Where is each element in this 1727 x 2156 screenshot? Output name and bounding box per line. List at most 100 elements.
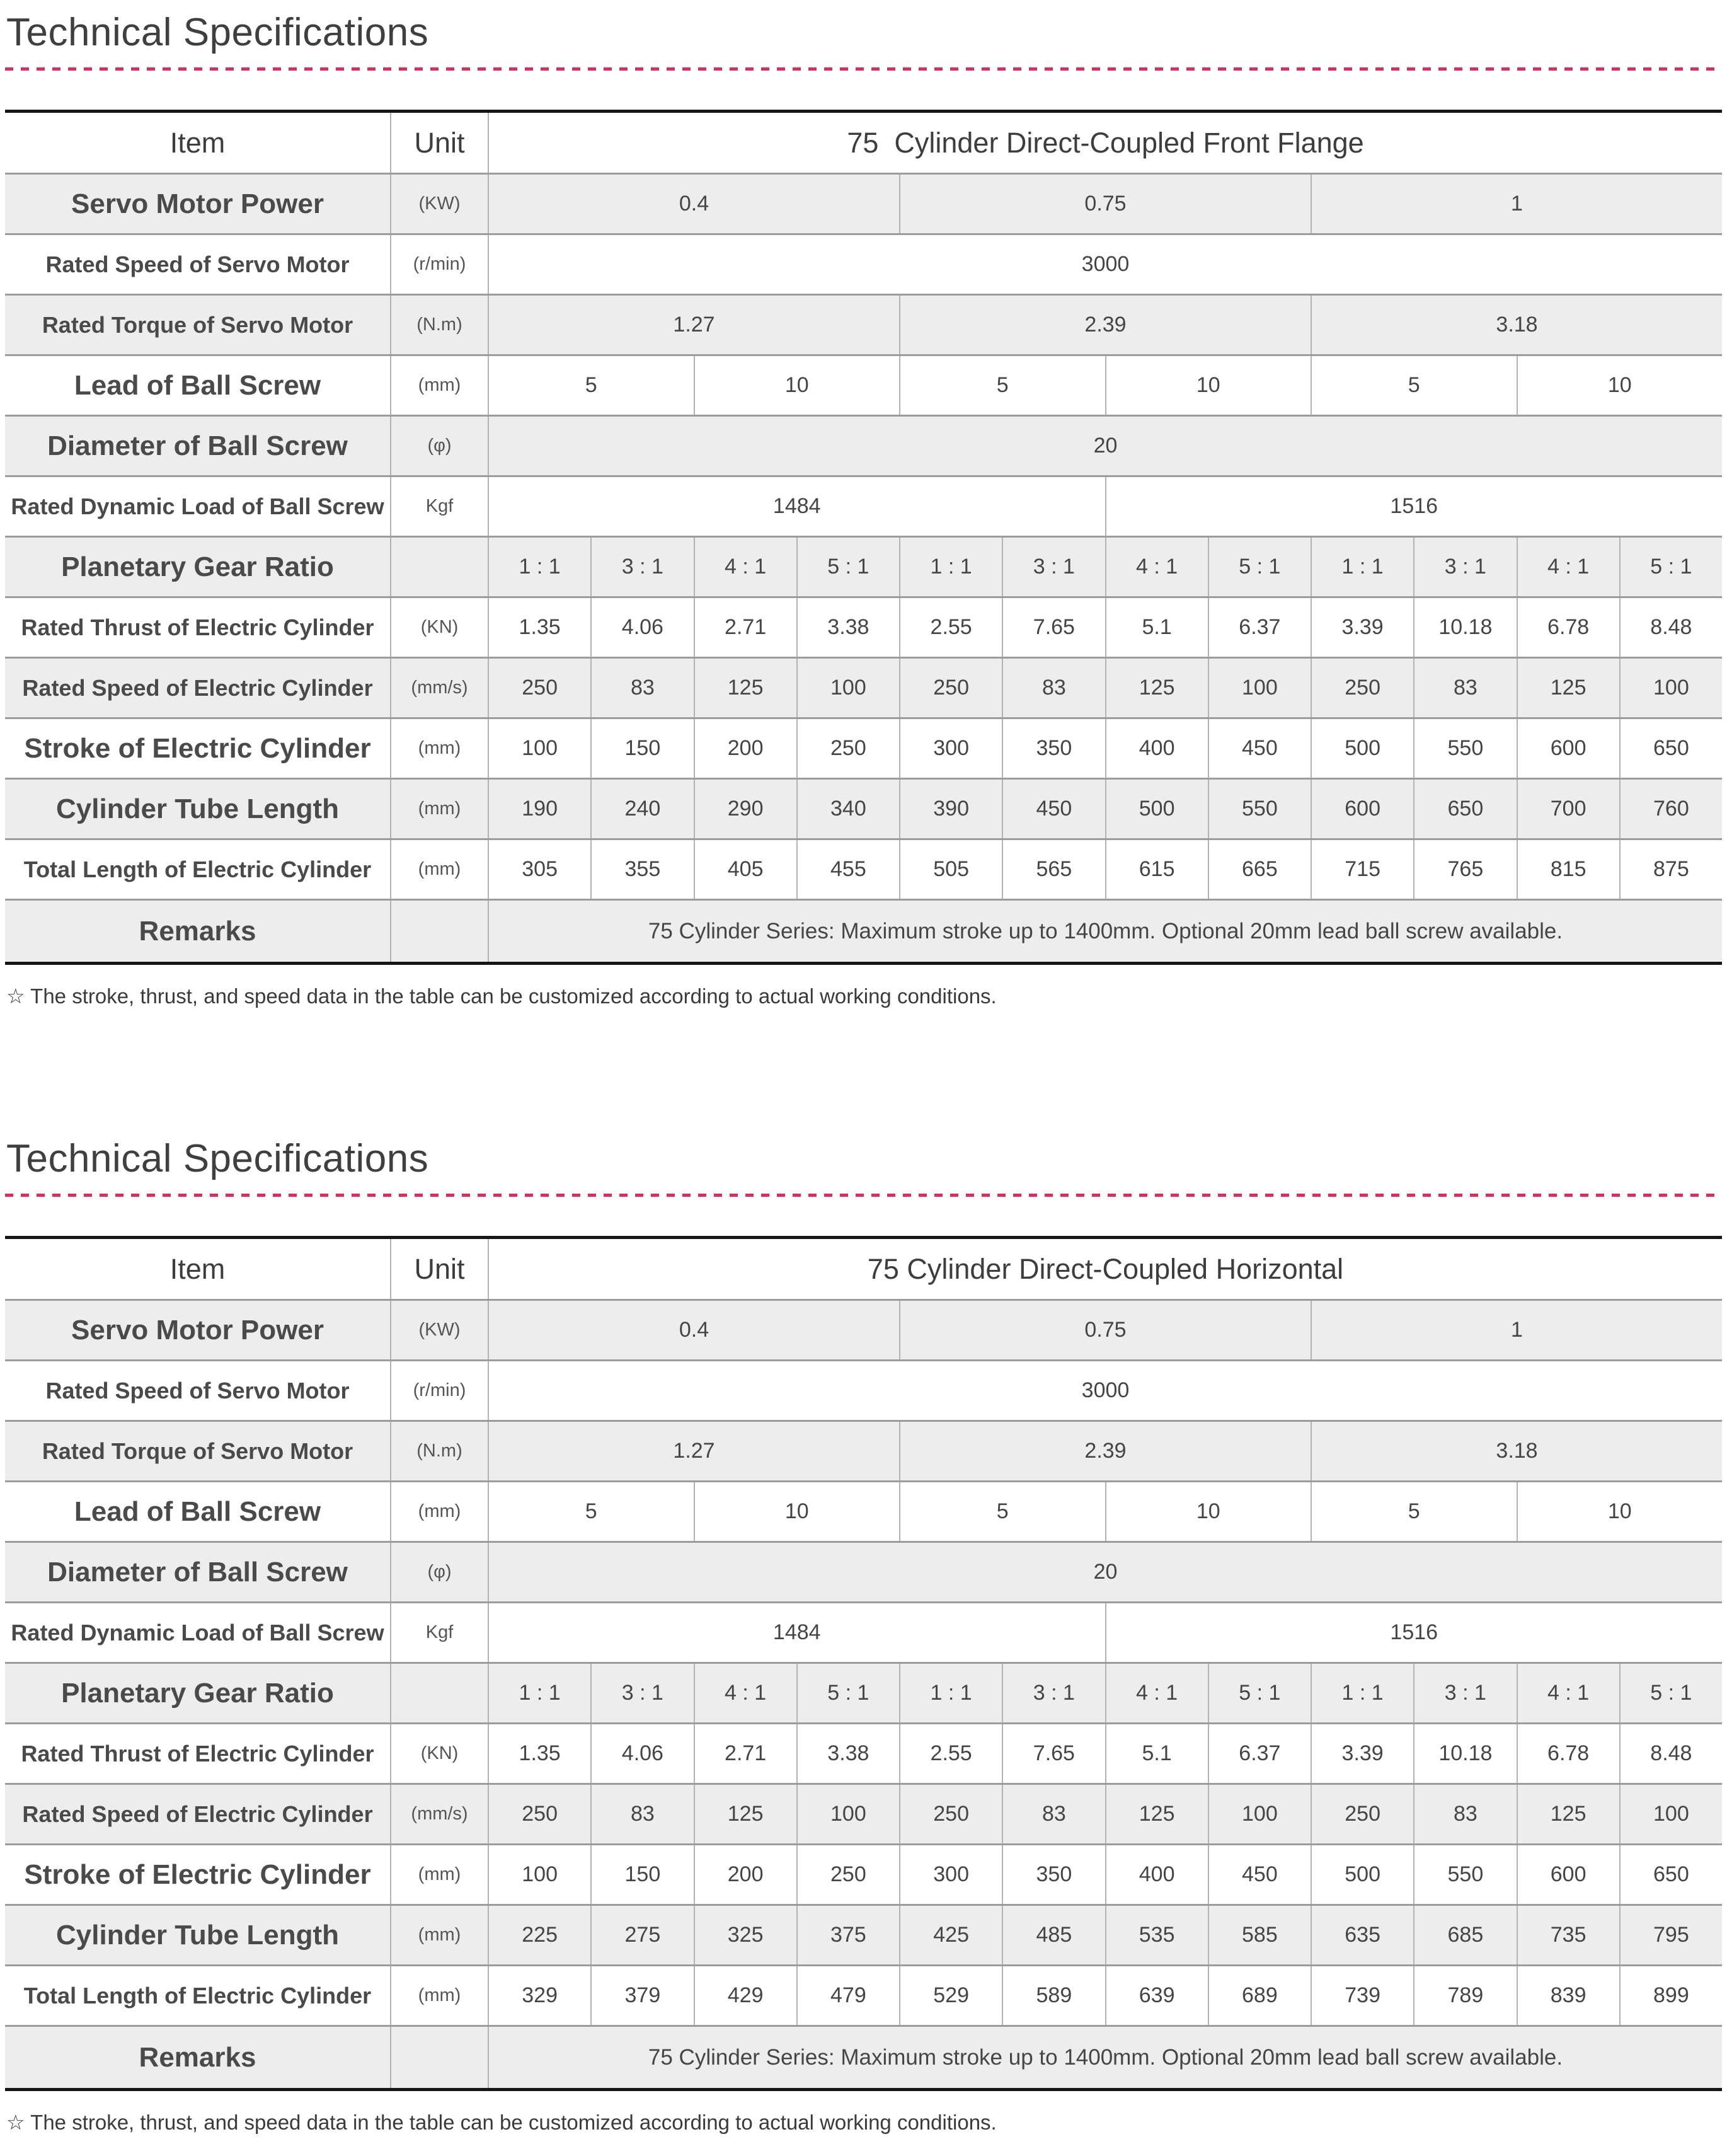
data-cell: 250 bbox=[488, 659, 590, 718]
row-label-cell: Remarks bbox=[139, 2041, 256, 2073]
spec-row: Lead of Ball Screw (mm) 5 10 5 10 5 10 bbox=[5, 354, 1722, 415]
data-cell: 2.39 bbox=[899, 1422, 1311, 1481]
data-cell: 250 bbox=[796, 719, 899, 778]
row-label-cell: Rated Dynamic Load of Ball Screw bbox=[11, 493, 384, 519]
data-cell: 650 bbox=[1619, 1845, 1722, 1905]
row-unit-cell: (N.m) bbox=[390, 1422, 488, 1481]
data-cell: 635 bbox=[1311, 1906, 1413, 1965]
data-cell: 3 : 1 bbox=[1413, 538, 1516, 597]
data-cell: 899 bbox=[1619, 1966, 1722, 2026]
data-cell: 390 bbox=[899, 780, 1002, 839]
data-cell: 100 bbox=[796, 659, 899, 718]
data-cell: 5 : 1 bbox=[1207, 1664, 1311, 1723]
footnote: ☆ The stroke, thrust, and speed data in … bbox=[6, 984, 997, 1008]
data-cell: 275 bbox=[590, 1906, 693, 1965]
data-cell: 1484 bbox=[488, 477, 1105, 536]
spec-row: Rated Speed of Electric Cylinder (mm/s) 25… bbox=[5, 1783, 1722, 1844]
row-unit-cell bbox=[390, 1664, 488, 1723]
data-cell: 639 bbox=[1104, 1966, 1208, 2026]
remarks-row: Remarks 75 Cylinder Series: Maximum strok… bbox=[5, 2025, 1722, 2089]
data-cell: 100 bbox=[796, 1785, 899, 1844]
data-cell: 3.18 bbox=[1311, 1422, 1722, 1481]
spec-table-horizontal: Item Unit 75 Cylinder Direct-Coupled Hor… bbox=[5, 1236, 1723, 2092]
data-cell: 4.06 bbox=[590, 598, 693, 657]
spec-sheet-page: Technical Specifications Item Unit 75 Cy… bbox=[0, 10, 1727, 2135]
data-cell: 125 bbox=[693, 1785, 796, 1844]
data-cell: 1516 bbox=[1104, 477, 1723, 536]
spec-row: Rated Torque of Servo Motor (N.m) 1.27 2.39… bbox=[5, 294, 1722, 355]
data-cell: 250 bbox=[899, 1785, 1002, 1844]
data-cell: 7.65 bbox=[1002, 1724, 1104, 1784]
data-cell: 20 bbox=[488, 417, 1722, 476]
data-cell: 2.55 bbox=[899, 1724, 1002, 1784]
data-cell: 479 bbox=[796, 1966, 899, 2026]
row-label-cell: Diameter of Ball Screw bbox=[47, 430, 348, 461]
data-cell: 20 bbox=[488, 1543, 1722, 1602]
data-cell: 100 bbox=[488, 1845, 590, 1905]
data-cell: 225 bbox=[488, 1906, 590, 1965]
row-label-cell: Stroke of Electric Cylinder bbox=[24, 1859, 371, 1890]
data-cell: 83 bbox=[1413, 659, 1516, 718]
data-cell: 650 bbox=[1413, 780, 1516, 839]
row-unit-cell: (φ) bbox=[390, 417, 488, 476]
footnote: ☆ The stroke, thrust, and speed data in … bbox=[6, 2111, 997, 2135]
data-cell: 1516 bbox=[1104, 1603, 1723, 1663]
data-cell: 1484 bbox=[488, 1603, 1105, 1663]
data-cell: 305 bbox=[488, 840, 590, 899]
row-label-cell: Rated Speed of Electric Cylinder bbox=[22, 1801, 373, 1827]
data-cell: 5 bbox=[1311, 356, 1517, 415]
row-label-cell: Planetary Gear Ratio bbox=[61, 1677, 334, 1709]
row-unit-cell: (mm) bbox=[390, 840, 488, 899]
data-cell: 6.78 bbox=[1516, 1724, 1619, 1784]
data-cell: 150 bbox=[590, 1845, 693, 1905]
data-cell: 585 bbox=[1207, 1906, 1311, 1965]
row-unit-cell: Kgf bbox=[390, 477, 488, 536]
series-title-cell: 75 Cylinder Direct-Coupled Horizontal bbox=[488, 1239, 1722, 1300]
row-label-cell: Servo Motor Power bbox=[71, 188, 324, 219]
data-cell: 4 : 1 bbox=[693, 538, 796, 597]
data-cell: 10 bbox=[1516, 1482, 1723, 1542]
data-cell: 3.18 bbox=[1311, 296, 1722, 355]
data-cell: 1 bbox=[1311, 175, 1722, 234]
data-cell: 600 bbox=[1516, 719, 1619, 778]
data-cell: 1 : 1 bbox=[488, 1664, 590, 1723]
row-unit-cell: (KN) bbox=[390, 598, 488, 657]
data-cell: 7.65 bbox=[1002, 598, 1104, 657]
data-cell: 1.27 bbox=[488, 296, 899, 355]
data-cell: 100 bbox=[1207, 659, 1311, 718]
data-cell: 3 : 1 bbox=[590, 538, 693, 597]
row-unit-cell: (φ) bbox=[390, 1543, 488, 1602]
spec-row: Stroke of Electric Cylinder (mm) 100 150 200… bbox=[5, 717, 1722, 778]
spec-table-front-flange: Item Unit 75 Cylinder Direct-Coupled Fro… bbox=[5, 110, 1723, 966]
data-cell: 1.35 bbox=[488, 1724, 590, 1784]
data-cell: 665 bbox=[1207, 840, 1311, 899]
data-cell: 300 bbox=[899, 719, 1002, 778]
data-cell: 500 bbox=[1311, 719, 1413, 778]
data-cell: 5 bbox=[488, 356, 694, 415]
data-cell: 550 bbox=[1413, 1845, 1516, 1905]
data-cell: 3 : 1 bbox=[1002, 1664, 1104, 1723]
row-unit-cell: (r/min) bbox=[390, 235, 488, 294]
spec-row: Rated Speed of Servo Motor (r/min) 3000 bbox=[5, 233, 1722, 294]
data-cell: 375 bbox=[796, 1906, 899, 1965]
data-cell: 350 bbox=[1002, 719, 1104, 778]
data-cell: 83 bbox=[590, 659, 693, 718]
spec-row: Rated Dynamic Load of Ball Screw Kgf 1484 1… bbox=[5, 1601, 1723, 1663]
data-cell: 5 : 1 bbox=[796, 538, 899, 597]
data-cell: 400 bbox=[1104, 1845, 1208, 1905]
row-label-cell: Rated Speed of Electric Cylinder bbox=[22, 674, 373, 701]
data-cell: 1 : 1 bbox=[1311, 1664, 1413, 1723]
table-header-row: Item Unit 75 Cylinder Direct-Coupled Hor… bbox=[5, 1239, 1722, 1300]
row-unit-cell: Kgf bbox=[390, 1603, 488, 1663]
data-cell: 8.48 bbox=[1619, 598, 1722, 657]
data-cell: 6.37 bbox=[1207, 1724, 1311, 1784]
data-cell: 200 bbox=[693, 1845, 796, 1905]
data-cell: 10 bbox=[1516, 356, 1723, 415]
data-cell: 10 bbox=[693, 356, 900, 415]
data-cell: 250 bbox=[899, 659, 1002, 718]
data-cell: 325 bbox=[693, 1906, 796, 1965]
data-cell: 589 bbox=[1002, 1966, 1104, 2026]
row-label-cell: Rated Torque of Servo Motor bbox=[42, 1438, 353, 1464]
